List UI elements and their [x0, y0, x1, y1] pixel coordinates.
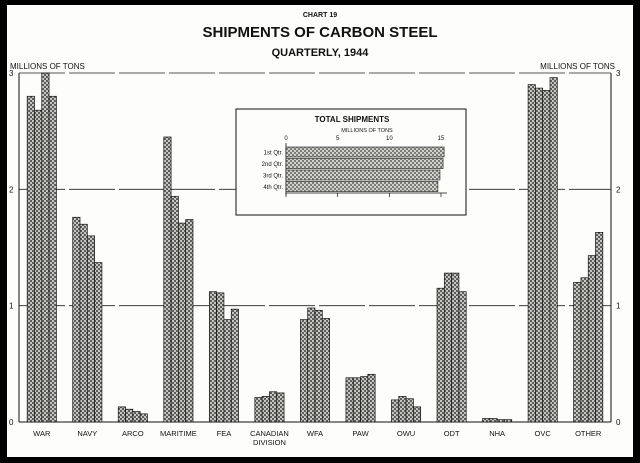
x-tick-label: DIVISION [253, 438, 286, 447]
bar [367, 373, 376, 423]
x-tick-label: FEA [217, 429, 232, 438]
bar [79, 223, 88, 423]
inset-bar [285, 169, 441, 181]
y-tick-label-right: 3 [616, 69, 621, 78]
x-tick-label: OTHER [575, 429, 602, 438]
chart-canvas: CHART 19 SHIPMENTS OF CARBON STEEL QUART… [9, 12, 621, 447]
bar [549, 77, 558, 423]
bar [451, 272, 460, 423]
x-tick-label: NAVY [77, 429, 97, 438]
bar [117, 406, 126, 423]
bar [276, 392, 285, 423]
bar [573, 282, 582, 423]
chart-subtitle: QUARTERLY, 1944 [272, 47, 370, 59]
inset-category-label: 3rd Qtr. [263, 174, 283, 180]
y-tick-label-right: 0 [616, 418, 621, 427]
bar [170, 195, 179, 423]
bar [443, 272, 452, 423]
inset-bar [285, 158, 444, 169]
y-tick-label-right: 2 [616, 185, 621, 194]
bar [391, 399, 400, 423]
inset-bar [285, 181, 439, 192]
bar [458, 291, 467, 423]
bar [254, 397, 263, 423]
x-tick-label: WAR [33, 429, 51, 438]
bar [321, 318, 330, 423]
chart-title: SHIPMENTS OF CARBON STEEL [202, 24, 437, 41]
chart-number: CHART 19 [303, 12, 337, 19]
bar [542, 90, 551, 423]
inset-category-label: 1st Qtr. [264, 151, 284, 157]
bar [360, 376, 369, 423]
y-axis-label-left: MILLIONS OF TONS [10, 62, 85, 71]
bar [535, 87, 544, 423]
bar [163, 136, 172, 423]
x-tick-label: ARCO [122, 429, 144, 438]
inset-x-label: MILLIONS OF TONS [341, 128, 393, 134]
bar [86, 235, 95, 423]
bar [504, 419, 513, 423]
inset-x-tick-label: 0 [284, 136, 288, 142]
bar [41, 72, 50, 423]
x-tick-label: NHA [489, 429, 505, 438]
y-axis-label-right: MILLIONS OF TONS [540, 62, 615, 71]
x-tick-label: OVC [535, 429, 552, 438]
x-tick-label: ODT [444, 429, 460, 438]
bar [405, 398, 414, 423]
bar [48, 95, 57, 423]
bar [261, 396, 270, 423]
inset-title: TOTAL SHIPMENTS [315, 115, 390, 124]
bar [208, 291, 217, 423]
bar [527, 84, 536, 423]
bar [307, 307, 316, 423]
bar [489, 418, 498, 423]
bar [496, 419, 505, 423]
y-tick-label-left: 3 [9, 69, 14, 78]
bar [178, 222, 187, 423]
bar [436, 287, 445, 423]
inset-category-label: 4th Qtr. [263, 185, 283, 191]
y-tick-label-right: 1 [616, 302, 621, 311]
bar [216, 292, 225, 423]
bar [300, 319, 309, 423]
bar [132, 411, 141, 423]
x-tick-label: MARITIME [160, 429, 197, 438]
bar [230, 308, 239, 423]
bar [587, 255, 596, 423]
x-tick-label: OWU [397, 429, 415, 438]
bar [72, 216, 81, 423]
x-tick-label: CANADIAN [250, 429, 289, 438]
inset-x-tick-label: 10 [386, 136, 393, 142]
bar [94, 262, 103, 423]
bar [580, 277, 589, 423]
bar [125, 408, 134, 423]
x-tick-label: PAW [352, 429, 369, 438]
inset-total-shipments: TOTAL SHIPMENTS MILLIONS OF TONS 0 5 10 15 1st… [235, 108, 467, 216]
inset-category-label: 2nd Qtr. [262, 162, 284, 168]
x-tick-label: WFA [307, 429, 323, 438]
y-tick-label-left: 0 [9, 418, 14, 427]
bar [352, 377, 361, 423]
chart-sheet: CHART 19 SHIPMENTS OF CARBON STEEL QUART… [7, 5, 633, 457]
bar [413, 406, 422, 423]
bar [185, 219, 194, 423]
bar [314, 309, 323, 423]
bar [269, 391, 278, 423]
y-tick-label-left: 2 [9, 185, 14, 194]
bar [398, 396, 407, 423]
bar [482, 418, 491, 423]
bar [223, 319, 232, 423]
bar [26, 95, 35, 423]
inset-bar [285, 146, 445, 158]
y-tick-label-left: 1 [9, 302, 14, 311]
bar [34, 109, 43, 423]
inset-x-tick-label: 5 [336, 136, 340, 142]
inset-x-tick-label: 15 [438, 136, 445, 142]
bar [345, 377, 354, 423]
bar [595, 232, 604, 423]
bar [139, 413, 148, 423]
